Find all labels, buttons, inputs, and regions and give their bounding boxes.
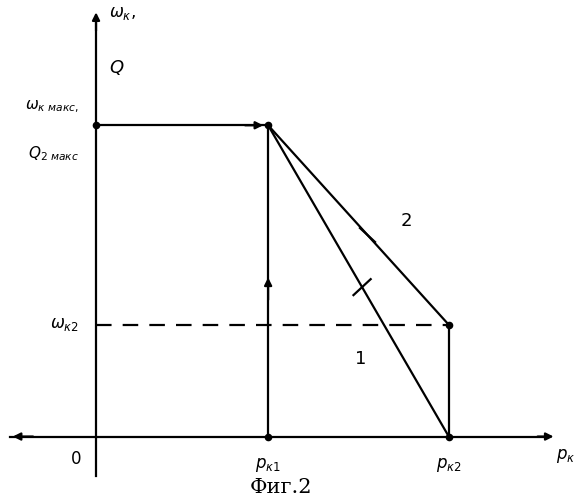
Text: $1$: $1$: [354, 350, 366, 368]
Text: $\omega_{\kappa},$: $\omega_{\kappa},$: [109, 4, 136, 21]
Text: Фиг.2: Фиг.2: [250, 478, 312, 498]
Text: $Q$: $Q$: [109, 58, 124, 78]
Text: $\omega_{\kappa\ \mathit{макс,}}$: $\omega_{\kappa\ \mathit{макс,}}$: [25, 99, 79, 116]
Text: $0$: $0$: [69, 450, 81, 468]
Text: $p_{\kappa}$: $p_{\kappa}$: [557, 448, 576, 466]
Text: $2$: $2$: [400, 212, 412, 230]
Text: $Q_{2\ \mathit{макс}}$: $Q_{2\ \mathit{макс}}$: [28, 144, 79, 163]
Text: $\omega_{\kappa 2}$: $\omega_{\kappa 2}$: [50, 316, 79, 334]
Text: $p_{\kappa 1}$: $p_{\kappa 1}$: [255, 456, 281, 474]
Text: $p_{\kappa 2}$: $p_{\kappa 2}$: [436, 456, 462, 474]
